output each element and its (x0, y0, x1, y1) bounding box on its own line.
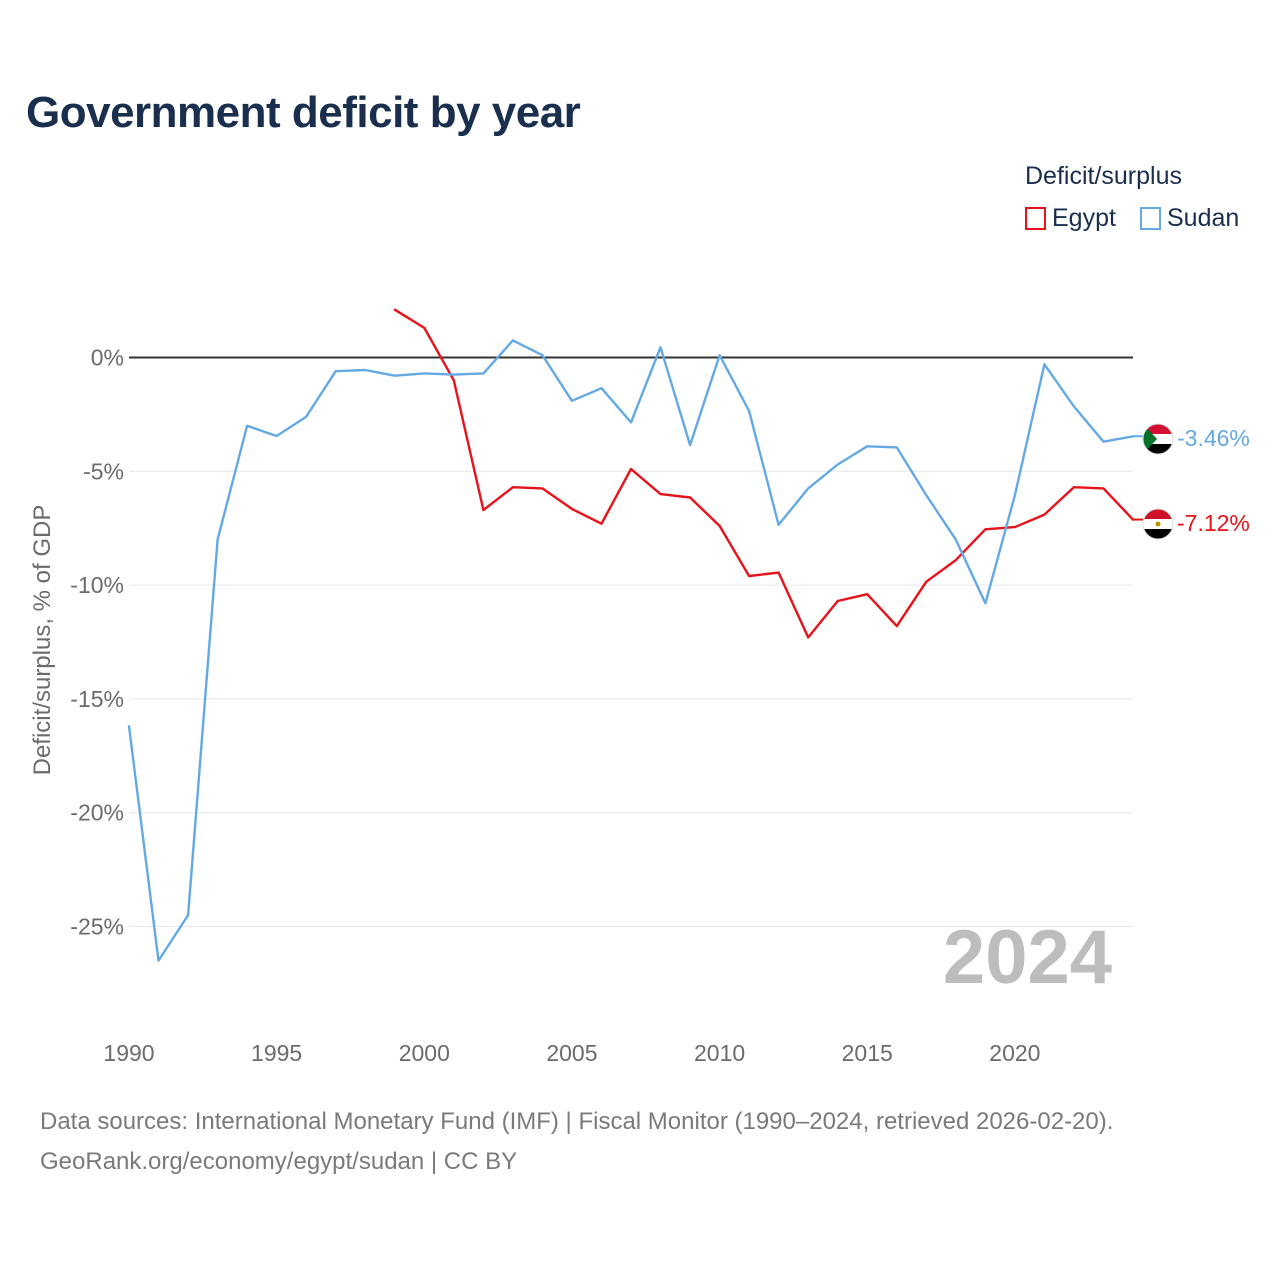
y-axis-ticks: 0% -5% -10% -15% -20% -25% (70, 345, 124, 940)
series-line-egypt[interactable] (393, 308, 1135, 639)
legend-swatch-sudan (1140, 207, 1161, 230)
x-tick-label: 2000 (399, 1040, 450, 1066)
year-watermark: 2024 (943, 915, 1112, 1000)
legend-label-sudan: Sudan (1167, 204, 1240, 232)
x-tick-label: 1995 (251, 1040, 302, 1066)
x-tick-label: 2020 (989, 1040, 1040, 1066)
y-tick-label: 0% (91, 345, 124, 371)
x-tick-label: 2010 (694, 1040, 745, 1066)
y-axis-label: Deficit/surplus, % of GDP (29, 505, 56, 776)
grid (129, 356, 1133, 927)
end-label-egypt: -7.12% (1177, 510, 1250, 536)
y-tick-label: -15% (70, 686, 124, 712)
series-line-sudan[interactable] (127, 339, 1135, 962)
x-tick-label: 2005 (546, 1040, 597, 1066)
y-tick-label: -20% (70, 800, 124, 826)
x-tick-label: 2015 (842, 1040, 893, 1066)
x-tick-label: 1990 (103, 1040, 154, 1066)
y-tick-label: -25% (70, 913, 124, 939)
legend-title: Deficit/surplus (1025, 162, 1182, 190)
attribution-note: GeoRank.org/economy/egypt/sudan | CC BY (40, 1148, 518, 1175)
y-tick-label: -10% (70, 572, 124, 598)
chart-title: Government deficit by year (26, 88, 581, 137)
egypt-flag-icon (1142, 508, 1174, 540)
line-chart: 0% -5% -10% -15% -20% -25% 1990 1995 2000 2005 20… (29, 308, 1250, 1066)
series-lines (127, 308, 1143, 962)
y-tick-label: -5% (83, 458, 124, 484)
legend-swatch-egypt (1025, 207, 1046, 230)
sudan-flag-icon (1142, 423, 1174, 455)
x-axis-ticks: 1990 1995 2000 2005 2010 2015 2020 (103, 1040, 1040, 1066)
legend-label-egypt: Egypt (1052, 204, 1116, 232)
data-source-note: Data sources: International Monetary Fun… (40, 1108, 1114, 1135)
legend-item-egypt[interactable]: Egypt (1025, 204, 1116, 233)
legend-item-sudan[interactable]: Sudan (1140, 204, 1239, 233)
end-label-sudan: -3.46% (1177, 425, 1250, 451)
